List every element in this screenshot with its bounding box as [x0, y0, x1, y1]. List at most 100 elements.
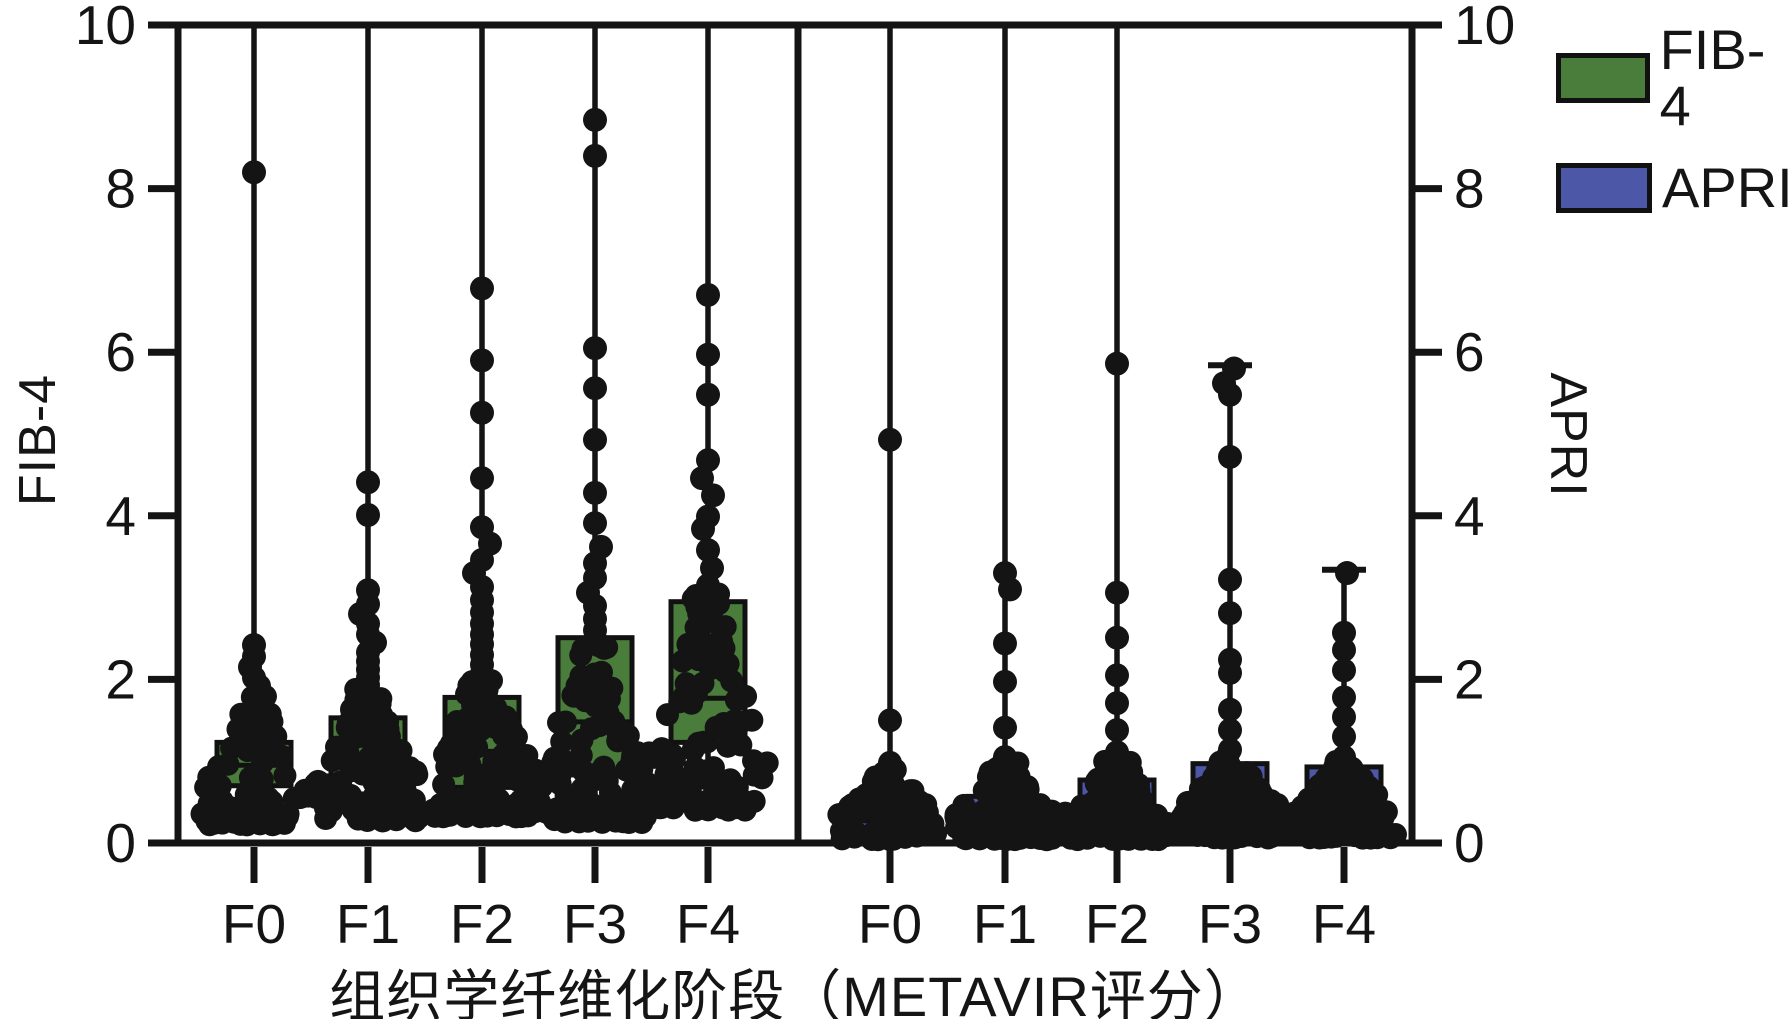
- point-cluster: [303, 677, 431, 833]
- data-point: [491, 717, 515, 741]
- outlier-point: [878, 708, 902, 733]
- outlier-point: [247, 673, 271, 698]
- data-point: [229, 812, 253, 836]
- left-tick-label: 4: [105, 485, 136, 547]
- outlier-point: [1332, 745, 1356, 770]
- data-point: [353, 725, 377, 749]
- data-point: [458, 752, 482, 776]
- outlier-points: [1212, 356, 1246, 762]
- legend: FIB-4 APRI: [1556, 22, 1792, 270]
- x-tick-label: F1: [973, 893, 1037, 955]
- data-point: [840, 793, 864, 817]
- data-point: [683, 798, 707, 822]
- outlier-point: [1332, 705, 1356, 730]
- data-point: [405, 763, 429, 787]
- right-tick-label: 8: [1454, 158, 1485, 220]
- outlier-point: [1332, 685, 1356, 710]
- data-point: [993, 798, 1017, 822]
- left-tick-label: 2: [105, 648, 136, 710]
- x-axis-title: 组织学纤维化阶段（METAVIR评分）: [329, 965, 1261, 1019]
- data-point: [655, 703, 679, 727]
- data-point: [676, 632, 700, 656]
- data-point: [385, 740, 409, 764]
- right-tick-label: 6: [1454, 321, 1485, 383]
- outlier-point: [1218, 444, 1242, 469]
- outlier-point: [1332, 724, 1356, 749]
- data-point: [872, 811, 896, 835]
- outlier-points: [993, 561, 1022, 770]
- data-point: [1081, 790, 1105, 814]
- outlier-point: [470, 276, 494, 301]
- outlier-point: [356, 470, 380, 495]
- outlier-point: [1218, 660, 1242, 685]
- point-cluster: [637, 582, 779, 822]
- point-cluster: [190, 684, 320, 837]
- data-point: [314, 807, 338, 831]
- data-point: [1101, 827, 1125, 851]
- data-point: [260, 812, 284, 836]
- point-cluster: [1164, 743, 1297, 850]
- apri-swatch-icon: [1556, 163, 1652, 213]
- data-point: [403, 809, 427, 833]
- data-point: [685, 615, 709, 639]
- data-point: [740, 708, 764, 732]
- data-point: [973, 798, 997, 822]
- outlier-point: [583, 143, 607, 168]
- data-point: [701, 756, 725, 780]
- outlier-point: [696, 538, 720, 563]
- data-point: [435, 804, 459, 828]
- left-tick-label: 0: [105, 812, 136, 874]
- panel-apri: [827, 25, 1407, 852]
- x-tick-label: F4: [676, 893, 740, 955]
- data-point: [571, 759, 595, 783]
- data-point: [320, 749, 344, 773]
- data-point: [479, 759, 503, 783]
- outlier-point: [1105, 740, 1129, 765]
- outlier-point: [993, 745, 1017, 770]
- outlier-point: [878, 427, 902, 452]
- data-point: [1050, 818, 1074, 842]
- data-point: [1177, 813, 1201, 837]
- legend-label-apri: APRI: [1662, 156, 1792, 219]
- data-point: [994, 779, 1018, 803]
- outlier-points: [348, 470, 387, 698]
- outlier-points: [1105, 351, 1129, 765]
- outlier-point: [696, 342, 720, 367]
- data-point: [1084, 772, 1108, 796]
- outlier-point: [690, 466, 714, 491]
- data-point: [1251, 806, 1275, 830]
- outlier-point: [1105, 625, 1129, 650]
- outlier-point: [583, 511, 607, 536]
- right-tick-label: 2: [1454, 648, 1485, 710]
- data-point: [197, 792, 221, 816]
- point-cluster: [1276, 750, 1407, 850]
- outlier-point: [993, 715, 1017, 740]
- data-point: [288, 786, 312, 810]
- data-point: [1123, 786, 1147, 810]
- data-point: [548, 772, 572, 796]
- outlier-point: [583, 480, 607, 505]
- data-point: [611, 810, 635, 834]
- fib-4-f3-group: [525, 25, 659, 835]
- outlier-point: [470, 400, 494, 425]
- data-point: [678, 776, 702, 800]
- outlier-point: [1105, 351, 1129, 376]
- x-tick-label: F2: [1085, 893, 1149, 955]
- outlier-point: [583, 376, 607, 401]
- data-point: [260, 790, 284, 814]
- outlier-points: [690, 282, 725, 598]
- outlier-points: [462, 276, 502, 686]
- data-point: [528, 794, 552, 818]
- right-axis-title: APRI: [1539, 372, 1597, 498]
- data-point: [1290, 813, 1314, 837]
- fib-4-f4-group: [637, 25, 779, 822]
- outlier-point: [1218, 382, 1242, 407]
- apri-f4-group: [1276, 561, 1407, 850]
- outlier-point: [1332, 658, 1356, 683]
- outlier-point: [696, 573, 720, 598]
- data-point: [1350, 767, 1374, 791]
- x-axis-ticks: F0 F1 F2 F3 F4 F0 F1 F2 F3 F4: [222, 847, 1376, 955]
- data-point: [547, 711, 571, 735]
